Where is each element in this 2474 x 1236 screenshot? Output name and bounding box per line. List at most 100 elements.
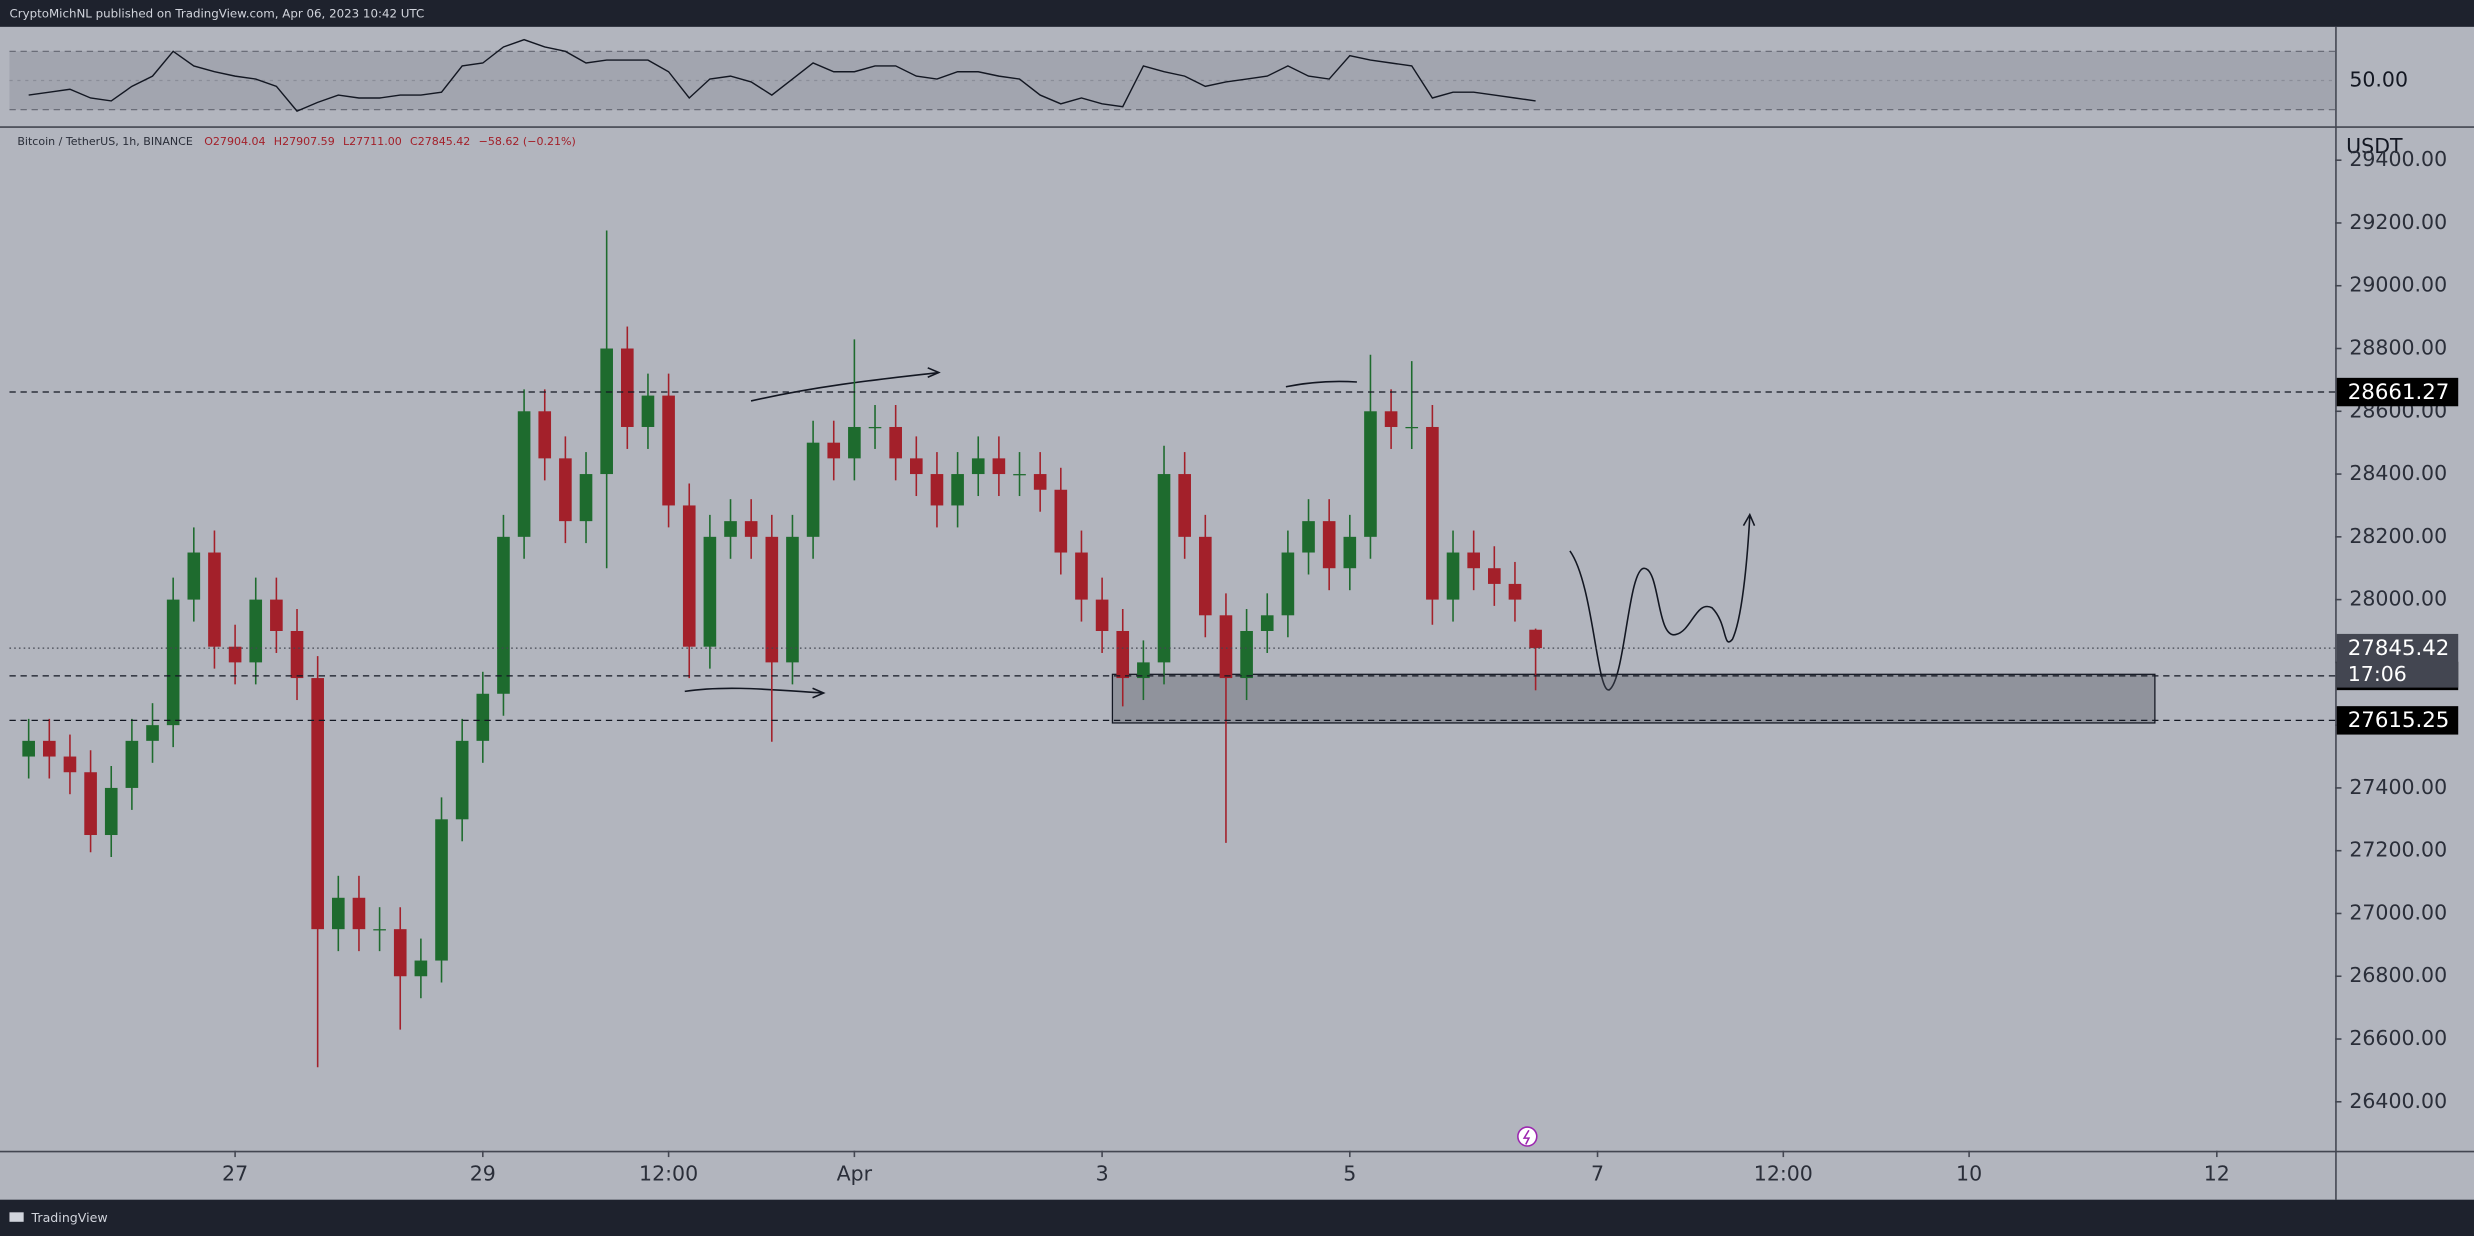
- candle-body: [1322, 521, 1336, 569]
- y-tick-label: 28400.00: [2349, 461, 2447, 485]
- candle-body: [455, 740, 469, 820]
- y-tick-label: 29000.00: [2349, 273, 2447, 297]
- candle-body: [517, 411, 531, 537]
- chart-background: [0, 26, 2474, 1200]
- y-tick-label: 28200.00: [2349, 524, 2447, 548]
- candle-body: [600, 348, 613, 475]
- y-tick-label: 27400.00: [2349, 775, 2447, 799]
- candle-body: [208, 552, 221, 647]
- drawn-arrow: [750, 371, 939, 402]
- brand-text: TradingView: [31, 1210, 108, 1225]
- candle-body: [187, 552, 201, 600]
- candle-body: [497, 536, 510, 694]
- candle-body: [682, 505, 696, 647]
- candle-body: [579, 474, 593, 522]
- arrow-head: [812, 687, 826, 699]
- candle-body: [538, 411, 552, 459]
- y-tick-label: 28800.00: [2349, 336, 2447, 360]
- candle-body: [125, 740, 139, 788]
- candle-body: [1054, 489, 1068, 553]
- arrow-head: [927, 367, 941, 378]
- candle-body: [1302, 521, 1315, 553]
- candle-body: [1281, 552, 1295, 616]
- candle-body: [1508, 583, 1522, 600]
- candle-body: [1426, 426, 1439, 600]
- candle-body: [744, 521, 758, 537]
- header-text: CryptoMichNL published on TradingView.co…: [9, 7, 424, 21]
- candle-body: [1219, 615, 1233, 679]
- legend: Bitcoin / TetherUS, 1h, BINANCE O27904.0…: [17, 135, 575, 148]
- legend-close: C27845.42: [410, 135, 470, 148]
- candle-body: [1013, 474, 1026, 476]
- candle-body: [166, 599, 180, 726]
- x-tick-label: 3: [1096, 1161, 1109, 1185]
- candle-body: [311, 678, 324, 930]
- candle-body: [393, 929, 407, 977]
- candle-body: [1467, 552, 1480, 569]
- candle-body: [228, 646, 242, 663]
- candle-body: [63, 756, 77, 773]
- footer: TradingView: [9, 1210, 108, 1225]
- event-icon-bolt: [1522, 1129, 1531, 1145]
- last-price-box: [2336, 633, 2459, 688]
- candle-body: [1343, 536, 1357, 569]
- x-tick-label: 7: [1591, 1161, 1604, 1185]
- countdown-label: 17:06: [2348, 662, 2407, 686]
- candle-body: [868, 426, 882, 429]
- legend-open: O27904.04: [204, 135, 265, 148]
- legend-high: H27907.59: [274, 135, 335, 148]
- event-icon[interactable]: [1517, 1126, 1538, 1147]
- price-label-box: [2336, 377, 2459, 407]
- candle-body: [1116, 630, 1130, 679]
- x-tick-label: 10: [1956, 1161, 1982, 1185]
- legend-symbol: Bitcoin / TetherUS, 1h, BINANCE: [17, 135, 192, 148]
- candle-body: [104, 787, 118, 836]
- candle-body: [641, 395, 655, 427]
- candle-body: [1488, 568, 1501, 584]
- candle-body: [848, 426, 861, 459]
- candle-body: [910, 458, 923, 475]
- drawn-line: [1285, 380, 1357, 388]
- x-tick-label: 12:00: [1754, 1161, 1813, 1185]
- x-tick-label: 12: [2204, 1161, 2230, 1185]
- candle-body: [724, 521, 737, 537]
- y-tick-label: 26400.00: [2349, 1089, 2447, 1113]
- candle-body: [435, 819, 448, 961]
- arrow-head: [1742, 512, 1756, 527]
- candle-body: [42, 740, 56, 757]
- y-tick-label: 28000.00: [2349, 587, 2447, 611]
- candle-body: [889, 426, 902, 459]
- candle-body: [84, 772, 97, 836]
- rsi-tick-label: 50.00: [2349, 67, 2408, 91]
- candle-body: [786, 536, 799, 663]
- candle-body: [1240, 630, 1253, 679]
- legend-change: −58.62 (−0.21%): [479, 135, 576, 148]
- candle-body: [827, 442, 841, 459]
- projection-path: [1569, 516, 1751, 691]
- candle-body: [1199, 536, 1212, 616]
- last-price-label: 27845.42: [2348, 636, 2450, 661]
- candle-body: [146, 725, 159, 741]
- candle-body: [1033, 474, 1047, 490]
- candle-body: [971, 458, 985, 475]
- candle-body: [249, 599, 263, 663]
- candle-body: [1178, 474, 1191, 537]
- candle-body: [1529, 629, 1542, 649]
- y-axis-label: USDT: [2346, 134, 2403, 158]
- drawn-arrow: [684, 687, 824, 694]
- drawings: [684, 367, 1756, 699]
- candle-body: [806, 442, 820, 537]
- price-label: 27615.25: [2348, 708, 2450, 733]
- y-tick-label: 29400.00: [2349, 147, 2447, 171]
- x-tick-label: 27: [222, 1161, 248, 1185]
- x-tick-label: 5: [1343, 1161, 1356, 1185]
- candle-body: [992, 458, 1006, 475]
- candle-body: [930, 474, 944, 506]
- candle-body: [620, 348, 634, 427]
- candle-body: [1260, 615, 1274, 631]
- legend-low: L27711.00: [343, 135, 402, 148]
- candle-body: [1446, 552, 1460, 600]
